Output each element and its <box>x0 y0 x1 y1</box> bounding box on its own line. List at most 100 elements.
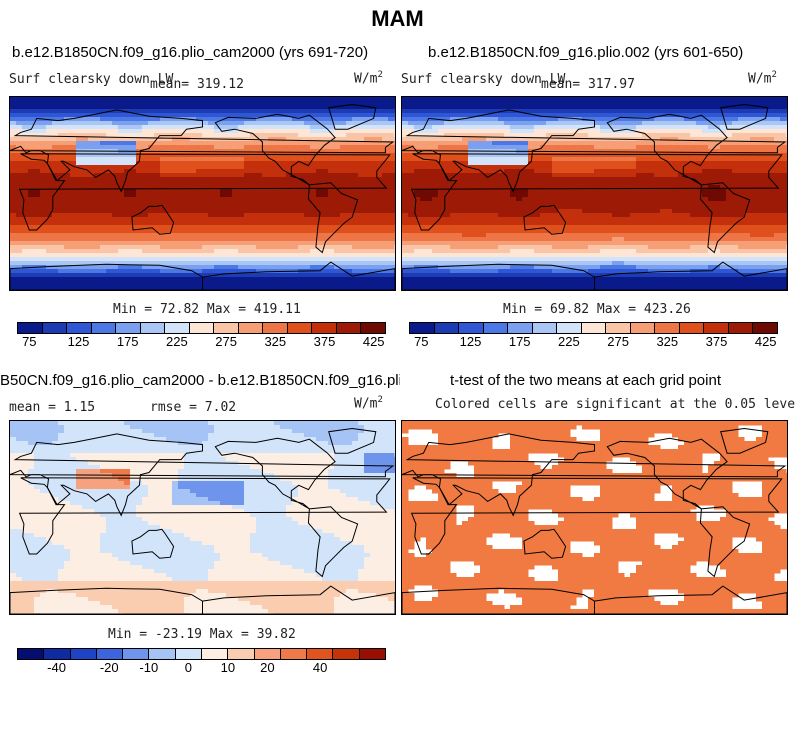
panel2-cell <box>414 205 421 210</box>
panel1-cell <box>310 133 317 138</box>
panel1-cell <box>88 129 95 134</box>
panel2-cell <box>468 157 475 162</box>
panel1-cell <box>184 273 191 278</box>
panel1-cell <box>100 161 107 166</box>
panel1-cell <box>214 149 221 154</box>
panel1-cell <box>88 201 95 206</box>
panel2-cell <box>594 165 601 170</box>
panel1-cell <box>58 197 65 202</box>
panel1-cell <box>46 185 53 190</box>
panel1-cell <box>340 157 347 162</box>
panel1-cell <box>358 169 365 174</box>
panel1-cell <box>382 189 389 194</box>
panel1-cell <box>190 225 197 230</box>
panel2-cell <box>738 177 745 182</box>
panel1-cell <box>232 105 239 110</box>
panel1-cell <box>376 105 383 110</box>
panel1-cell <box>358 113 365 118</box>
panel1-cell <box>52 109 59 114</box>
panel1-cell <box>82 221 89 226</box>
panel1-cell <box>130 117 137 122</box>
panel1-cell <box>10 245 17 250</box>
panel1-cell <box>244 129 251 134</box>
panel1-cell <box>100 197 107 202</box>
panel1-cell <box>214 165 221 170</box>
panel1-cell <box>250 213 257 218</box>
panel2-cell <box>732 177 739 182</box>
panel1-cell <box>136 273 143 278</box>
panel1-cell <box>286 121 293 126</box>
panel1-cell <box>316 113 323 118</box>
panel1-cell <box>364 229 371 234</box>
panel2-cell <box>504 105 511 110</box>
panel1-cell <box>58 285 65 290</box>
panel2-cell <box>516 145 523 150</box>
panel1-cell <box>286 257 293 262</box>
panel2-cell <box>720 185 727 190</box>
panel2-cell <box>534 137 541 142</box>
panel2-cell <box>708 141 715 146</box>
panel2-cell <box>414 157 421 162</box>
panel2-cell <box>438 121 445 126</box>
panel1-cell <box>256 177 263 182</box>
panel1-cell <box>268 133 275 138</box>
panel1-cell <box>376 149 383 154</box>
panel2-cell <box>444 137 451 142</box>
panel1-cell <box>40 261 47 266</box>
panel2-cell <box>528 105 535 110</box>
panel1-cell <box>118 245 125 250</box>
panel1-cell <box>196 225 203 230</box>
panel1-cell <box>22 261 29 266</box>
panel2-cell <box>510 153 517 158</box>
panel1-cell <box>64 201 71 206</box>
panel2-cell <box>696 117 703 122</box>
panel1-cell <box>70 129 77 134</box>
panel1-cell <box>10 121 17 126</box>
panel1-cell <box>370 113 377 118</box>
panel1-cell <box>268 209 275 214</box>
panel1-cell <box>10 129 17 134</box>
panel1-cell <box>148 261 155 266</box>
panel1-cell <box>364 225 371 230</box>
panel1-cell <box>106 181 113 186</box>
panel1-cell <box>304 173 311 178</box>
panel1-cell <box>382 109 389 114</box>
panel2-cell <box>702 185 709 190</box>
panel1-cell <box>268 105 275 110</box>
panel2-cell <box>648 181 655 186</box>
panel1-cell <box>136 145 143 150</box>
panel2-cell <box>588 109 595 114</box>
panel2-cell <box>648 145 655 150</box>
panel1-cell <box>358 133 365 138</box>
panel1-cell <box>250 153 257 158</box>
panel1-cell <box>136 285 143 290</box>
panel1-cell <box>136 209 143 214</box>
panel1-cell <box>34 173 41 178</box>
panel1-cell <box>196 169 203 174</box>
panel1-cell <box>340 237 347 242</box>
panel2-cell <box>684 157 691 162</box>
panel1-cell <box>130 277 137 282</box>
panel1-cell <box>124 269 131 274</box>
panel2-cell <box>504 133 511 138</box>
panel2-cell <box>780 169 787 174</box>
panel1-cell <box>46 217 53 222</box>
panel1-cell <box>88 145 95 150</box>
panel2-cell <box>534 201 541 206</box>
panel2-cell <box>768 117 775 122</box>
panel1-cell <box>358 213 365 218</box>
panel1-cell <box>70 117 77 122</box>
panel1-cell <box>58 133 65 138</box>
panel2-cell <box>666 165 673 170</box>
panel2-cell <box>786 97 787 102</box>
panel1-cell <box>286 181 293 186</box>
panel2-cell <box>624 101 631 106</box>
panel2-cell <box>528 169 535 174</box>
panel1-cell <box>52 137 59 142</box>
panel1-cell <box>76 113 83 118</box>
panel2-cell <box>402 105 409 110</box>
panel2-cell <box>552 125 559 130</box>
panel2-cell <box>498 153 505 158</box>
panel1-cell <box>100 129 107 134</box>
panel2-cell <box>546 113 553 118</box>
